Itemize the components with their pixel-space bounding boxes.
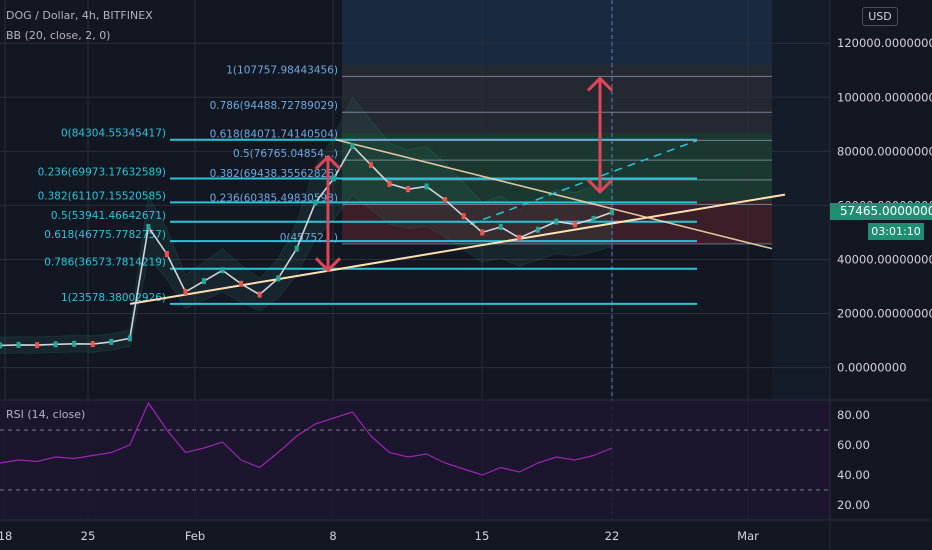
price-point — [554, 218, 559, 225]
current-price-tag: 57465.00000000 — [830, 203, 932, 220]
fib-level-label: 0.236(69973.17632589) — [38, 166, 166, 178]
fib-projection-label: 0.382(69438.35562826) — [210, 168, 338, 180]
price-point — [572, 221, 577, 228]
price-point — [90, 341, 95, 348]
rsi-line — [0, 401, 613, 476]
price-point — [461, 213, 466, 220]
projection-zone-mid — [342, 133, 772, 201]
price-point — [535, 226, 540, 233]
fib-level-label: 0.382(61107.15520585) — [38, 190, 166, 202]
price-point — [35, 342, 40, 349]
price-point — [610, 209, 614, 216]
price-point — [164, 251, 169, 258]
price-point — [16, 341, 21, 348]
price-point — [331, 175, 336, 182]
rsi-axis-label: 60.00 — [837, 438, 870, 452]
symbol-legend[interactable]: DOG / Dollar, 4h, BITFINEX — [6, 9, 153, 22]
rsi-pane-background — [0, 400, 830, 520]
fib-retracement-right: 1(107757.98443456) 0.786(94488.72789029) 0… — [210, 64, 772, 245]
price-point — [424, 183, 429, 190]
price-point — [498, 224, 503, 231]
rsi-axis-label: 80.00 — [837, 408, 870, 422]
price-point — [591, 215, 596, 222]
fib-projection-label: 0.618(84071.74140504) — [210, 128, 338, 140]
time-axis-label: 25 — [81, 529, 96, 543]
fib-projection-label: 0(45752...) — [280, 232, 338, 244]
rsi-axis-label: 40.00 — [837, 468, 870, 482]
price-point — [313, 199, 318, 206]
price-axis-label: 40000.00000000 — [837, 252, 932, 266]
sidebar-zone — [772, 0, 830, 400]
price-axis-label: 120000.00000000 — [837, 36, 932, 50]
price-axis-label: 20000.00000000 — [837, 307, 932, 321]
price-point — [127, 335, 132, 342]
range-arrows — [314, 76, 614, 273]
fib-retracement-left: 0.786(36573.7814219) 0.618(46775.7782757)… — [38, 128, 697, 305]
price-point — [220, 267, 225, 274]
fib-level-label: 0.618(46775.7782757) — [44, 229, 166, 241]
time-axis-label: 15 — [475, 529, 490, 543]
price-point — [53, 341, 58, 348]
price-point — [183, 288, 188, 295]
fib-projection-label: 0.236(60385.49830593) — [210, 192, 338, 204]
time-axis: 18 25 Feb 8 15 22 Mar — [0, 529, 759, 543]
price-point — [443, 197, 448, 203]
bar-countdown: 03:01:10 — [868, 223, 924, 240]
rsi-axis-label: 20.00 — [837, 498, 870, 512]
channel-dashed-line — [469, 139, 698, 226]
price-line — [0, 144, 613, 347]
price-point — [0, 342, 2, 349]
price-point — [257, 291, 262, 298]
time-axis-label: 8 — [329, 529, 336, 543]
range-arrow-left-head-top — [314, 154, 342, 170]
price-axis-label: 0.00000000 — [837, 361, 907, 375]
fib-projection-label: 0.786(94488.72789029) — [210, 100, 338, 112]
price-axis-label: 100000.00000000 — [837, 90, 932, 104]
price-axis-label: 80000.00000000 — [837, 144, 932, 158]
price-point — [387, 180, 392, 187]
fib-projection-label: 0.5(76765.04854...) — [233, 148, 338, 160]
fib-level-label: 1(23578.38002926) — [61, 292, 166, 304]
price-point — [146, 224, 151, 231]
price-point — [202, 278, 206, 285]
rsi-legend[interactable]: RSI (14, close) — [6, 408, 86, 421]
projection-zone-top — [342, 0, 772, 65]
price-point — [480, 229, 485, 236]
fib-level-label: 0(84304.55345417) — [61, 128, 166, 140]
price-point — [294, 245, 299, 252]
price-point — [368, 161, 373, 168]
currency-badge[interactable]: USD — [862, 7, 898, 26]
fib-level-label: 0.5(53941.46642671) — [51, 210, 166, 222]
range-arrow-left-head-bottom — [314, 257, 342, 273]
price-series — [0, 142, 614, 349]
fib-level-label: 0.786(36573.7814219) — [44, 257, 166, 269]
price-point — [406, 186, 410, 193]
range-arrow-right-head-top — [586, 76, 614, 92]
price-point — [517, 234, 522, 241]
price-point — [109, 338, 114, 345]
rsi-axis: 80.00 60.00 40.00 20.00 — [837, 408, 870, 512]
time-axis-label: Feb — [185, 529, 205, 543]
descending-trendline — [335, 138, 773, 250]
bb-legend[interactable]: BB (20, close, 2, 0) — [6, 29, 111, 42]
price-point — [350, 142, 355, 149]
range-arrow-right-head-bottom — [586, 178, 614, 195]
price-point — [72, 340, 77, 347]
rsi-indicator — [0, 401, 830, 491]
price-point — [276, 275, 281, 282]
price-point — [239, 280, 244, 287]
projection-zone-upper — [342, 65, 772, 133]
fib-projection-label: 1(107757.98443456) — [226, 64, 338, 76]
time-axis-label: Mar — [737, 529, 759, 543]
time-axis-label: 18 — [0, 529, 12, 543]
time-axis-label: 22 — [605, 529, 620, 543]
